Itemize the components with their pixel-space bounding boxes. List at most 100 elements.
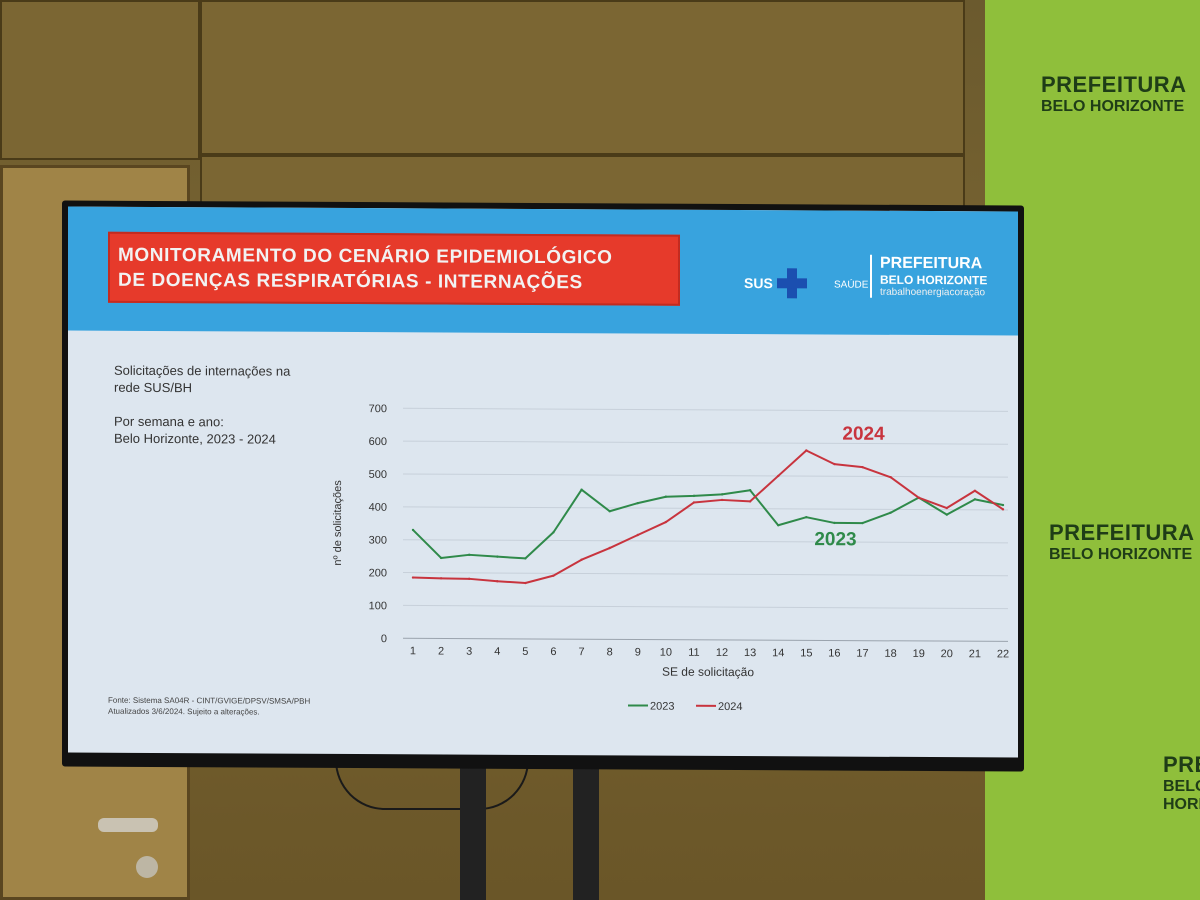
data-point-2023 xyxy=(748,489,752,492)
data-point-2023 xyxy=(692,494,696,498)
gridline xyxy=(403,506,1008,511)
data-point-2024 xyxy=(439,577,443,580)
data-point-2023 xyxy=(496,555,499,558)
gridline xyxy=(403,572,1008,577)
backdrop-logo-1: PREFEITURA BELO HORIZONTE xyxy=(985,72,1200,116)
wall-panel-top-center xyxy=(200,0,965,155)
data-point-2024 xyxy=(889,475,892,479)
y-axis-label: nº de solicitações xyxy=(332,480,344,566)
data-point-2023 xyxy=(973,498,977,501)
x-tick-label: 10 xyxy=(660,647,672,659)
x-tick-label: 1 xyxy=(410,645,416,657)
x-tick-label: 15 xyxy=(800,647,812,659)
y-tick-label: 700 xyxy=(369,403,387,415)
data-point-2023 xyxy=(439,556,443,560)
data-point-2024 xyxy=(496,580,499,583)
data-point-2024 xyxy=(467,577,471,581)
series-line-2024 xyxy=(412,449,1004,585)
data-point-2024 xyxy=(917,496,920,499)
series-annotation: 2024 xyxy=(842,424,885,445)
x-tick-label: 21 xyxy=(969,648,981,660)
data-point-2024 xyxy=(861,465,864,469)
y-tick-label: 200 xyxy=(369,567,387,579)
data-point-2023 xyxy=(467,553,471,557)
data-point-2024 xyxy=(973,489,977,492)
data-point-2023 xyxy=(805,515,808,519)
data-point-2023 xyxy=(720,493,724,496)
backdrop-logo-line1: PREFEITURA xyxy=(1049,520,1195,545)
x-tick-label: 8 xyxy=(607,646,613,658)
tv-stand-left-pole xyxy=(460,760,486,900)
backdrop-logo-2: PREFEITURA BELO HORIZONTE xyxy=(985,520,1200,564)
gridline xyxy=(403,473,1008,478)
data-point-2024 xyxy=(411,576,415,579)
x-tick-label: 22 xyxy=(997,648,1009,660)
x-tick-label: 7 xyxy=(579,646,585,658)
door-handle xyxy=(98,818,158,832)
data-point-2024 xyxy=(664,520,668,524)
y-tick-label: 0 xyxy=(381,633,387,645)
source-line2: Atualizados 3/6/2024. Sujeito a alteraçõ… xyxy=(108,706,260,717)
gridline xyxy=(403,407,1008,412)
data-point-2024 xyxy=(524,581,527,585)
gridline xyxy=(403,604,1008,610)
data-point-2024 xyxy=(777,474,780,478)
legend-label: 2023 xyxy=(650,701,674,713)
data-point-2024 xyxy=(945,506,949,510)
data-point-2023 xyxy=(552,531,555,534)
data-point-2023 xyxy=(411,528,415,532)
backdrop-logo-line2: BELO HORIZONTE xyxy=(1041,98,1185,115)
backdrop-logo-line2: BELO HORIZONTE xyxy=(1163,778,1200,813)
data-point-2024 xyxy=(552,574,555,577)
x-tick-label: 17 xyxy=(856,648,868,660)
x-tick-label: 19 xyxy=(913,648,925,660)
data-point-2024 xyxy=(636,533,639,537)
backdrop-logo-line1: PREFEITURA xyxy=(1041,72,1187,97)
data-source-note: Fonte: Sistema SA04R - CINT/GVIGE/DPSV/S… xyxy=(108,695,310,718)
series-line-2023 xyxy=(412,488,1004,560)
x-tick-label: 5 xyxy=(522,646,528,658)
tv-stand-right-pole xyxy=(573,760,599,900)
x-tick-label: 16 xyxy=(828,647,840,659)
data-point-2023 xyxy=(608,510,611,513)
x-tick-label: 6 xyxy=(550,646,556,658)
data-point-2023 xyxy=(777,524,780,527)
x-tick-label: 14 xyxy=(772,647,784,659)
legend-label: 2024 xyxy=(718,701,742,713)
y-tick-label: 300 xyxy=(369,535,387,547)
backdrop-logo-line2: BELO HORIZONTE xyxy=(1049,546,1193,563)
wall-panel-top-left xyxy=(0,0,200,160)
gridline xyxy=(403,539,1008,544)
x-tick-label: 3 xyxy=(466,646,472,658)
data-point-2024 xyxy=(748,500,752,503)
x-tick-label: 13 xyxy=(744,647,756,659)
data-point-2023 xyxy=(833,521,836,525)
data-point-2023 xyxy=(889,511,892,514)
x-tick-label: 20 xyxy=(941,648,953,660)
data-point-2023 xyxy=(580,488,583,491)
data-point-2024 xyxy=(833,462,836,466)
data-point-2024 xyxy=(580,558,583,561)
data-point-2024 xyxy=(1001,508,1005,511)
gridline xyxy=(403,637,1008,642)
data-point-2023 xyxy=(861,521,864,525)
presentation-slide: MONITORAMENTO DO CENÁRIO EPIDEMIOLÓGICO … xyxy=(68,206,1018,758)
data-point-2023 xyxy=(1001,503,1005,507)
backdrop-logo-3: PREFEITURA BELO HORIZONTE xyxy=(985,752,1200,814)
x-tick-label: 11 xyxy=(688,647,699,659)
y-tick-label: 100 xyxy=(369,600,387,612)
series-annotation: 2023 xyxy=(814,529,856,550)
data-point-2024 xyxy=(720,498,724,502)
y-tick-label: 500 xyxy=(369,469,387,481)
x-tick-label: 18 xyxy=(884,648,896,660)
data-point-2023 xyxy=(524,557,527,560)
data-point-2024 xyxy=(608,546,611,550)
data-point-2024 xyxy=(692,501,696,504)
backdrop-logo-line1: PREFEITURA xyxy=(1163,752,1200,777)
data-point-2023 xyxy=(945,513,949,516)
y-tick-label: 600 xyxy=(369,436,387,448)
x-tick-label: 4 xyxy=(494,646,500,658)
x-axis-label: SE de solicitação xyxy=(662,665,754,679)
tv-monitor: MONITORAMENTO DO CENÁRIO EPIDEMIOLÓGICO … xyxy=(62,200,1024,772)
